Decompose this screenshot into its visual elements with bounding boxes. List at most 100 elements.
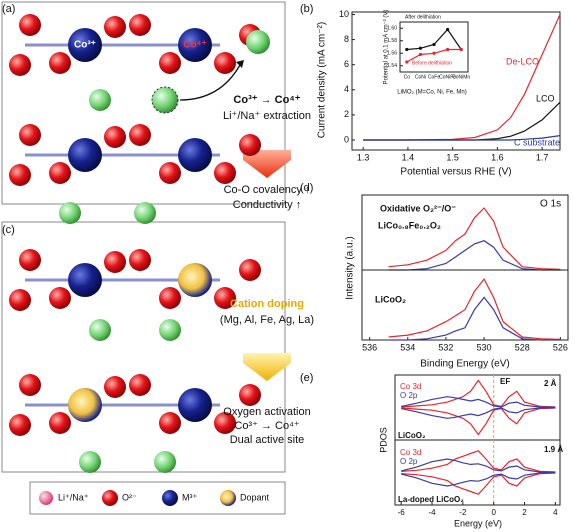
series-line (406, 48, 462, 63)
legend-label: Co 3d (400, 382, 421, 391)
atom (178, 263, 212, 297)
atom (159, 412, 181, 434)
x-tick-label: 1.4 (402, 152, 415, 162)
atom (39, 491, 53, 505)
atom (104, 126, 126, 148)
legend-label: O 2p (400, 457, 418, 466)
atom (9, 164, 31, 186)
atom (19, 124, 41, 146)
y-axis-label: Intensity (a.u.) (345, 236, 356, 299)
atom (220, 490, 236, 506)
atom (49, 162, 71, 184)
effect: Dual active site (230, 434, 305, 446)
x-axis-label: Potential versus RHE (V) (400, 167, 511, 178)
series-line (401, 407, 556, 419)
x-tick-label: CoNiFe (439, 74, 456, 80)
x-tick-label: -4 (428, 508, 436, 517)
atom (214, 52, 236, 74)
atom (159, 162, 181, 184)
panel-label: (e) (300, 372, 313, 384)
arrow (179, 64, 241, 101)
series-line (401, 472, 556, 495)
diagrams (1, 1, 291, 515)
y-tick-label: 1.56 (387, 51, 397, 57)
annotation: 2 Å (544, 379, 557, 388)
atom (68, 28, 102, 62)
atom (68, 388, 102, 422)
legend-label: Li⁺/Na⁺ (58, 492, 89, 502)
x-tick-label: CoNiMn (452, 74, 470, 80)
annotation: La-doped LiCoO₂ (398, 495, 464, 504)
series-line (401, 472, 556, 487)
atom (129, 124, 151, 146)
atom (178, 138, 212, 172)
atom (104, 16, 126, 38)
plot-frame (399, 21, 469, 73)
series-line (406, 28, 462, 51)
effect: Co³⁺ → Co⁴⁺ (234, 420, 299, 432)
legend-frame (29, 481, 286, 515)
panel-label: (a) (2, 3, 15, 15)
atom (19, 14, 41, 36)
series-line (401, 379, 556, 408)
atom (134, 202, 156, 224)
annotation: LiCo₀.₈Fe₀.₂O₂ (378, 220, 441, 230)
plot-frame (361, 269, 569, 341)
atom (129, 14, 151, 36)
y-tick-label: 8 (344, 34, 349, 44)
atom (19, 249, 41, 271)
atom (178, 388, 212, 422)
atom (89, 319, 111, 341)
reaction: Co³⁺ → Co⁴⁺ (233, 94, 300, 106)
x-tick-label: 526 (553, 342, 568, 352)
series-line (363, 101, 561, 141)
atom (102, 490, 118, 506)
x-tick-label: 1.3 (357, 152, 370, 162)
series-line (363, 135, 561, 141)
annotation: Oxidative O₂²⁻/O⁻ (380, 203, 456, 213)
atom (68, 138, 102, 172)
x-tick-label: Co (404, 74, 411, 80)
y-tick-label: 6 (344, 59, 349, 69)
series-line (401, 396, 556, 408)
x-axis-label: Energy (eV) (454, 518, 502, 528)
atom (49, 412, 71, 434)
atom (59, 202, 81, 224)
y-tick-label: 10 (339, 9, 349, 19)
arrow-head (236, 60, 244, 68)
ion-label: Co⁴⁺ (183, 40, 207, 51)
x-tick-label: 532 (438, 342, 453, 352)
legend-label: Co 3d (400, 448, 421, 457)
series-line (388, 207, 561, 270)
legend-label: LCO (536, 93, 555, 103)
series-line (401, 407, 556, 436)
atom (246, 30, 270, 54)
atom (19, 374, 41, 396)
y-tick-label: 1.60 (387, 26, 397, 32)
series-line (401, 458, 556, 473)
atom (214, 412, 236, 434)
atom (214, 162, 236, 184)
legend-label: O 2p (400, 391, 418, 400)
x-tick-label: 0 (491, 508, 496, 517)
x-tick-label: 534 (400, 342, 415, 352)
legend-label: Dopant (240, 492, 270, 502)
atom (89, 89, 111, 111)
x-tick-label: 530 (477, 342, 492, 352)
atom (104, 251, 126, 273)
x-tick-label: -2 (459, 508, 467, 517)
panel-label: (b) (300, 3, 313, 15)
effect: Co-O covalency ↑ (224, 184, 311, 196)
plot-frame (351, 11, 561, 151)
legend-label: M³⁺ (182, 492, 197, 502)
arrow (243, 150, 291, 178)
atom (9, 54, 31, 76)
series-line (401, 450, 556, 473)
series-line (388, 296, 561, 341)
atom (159, 52, 181, 74)
atom (129, 249, 151, 271)
atom (239, 259, 261, 281)
chart-title: O 1s (540, 199, 561, 210)
x-tick-label: 4 (553, 508, 558, 517)
atom (49, 287, 71, 309)
